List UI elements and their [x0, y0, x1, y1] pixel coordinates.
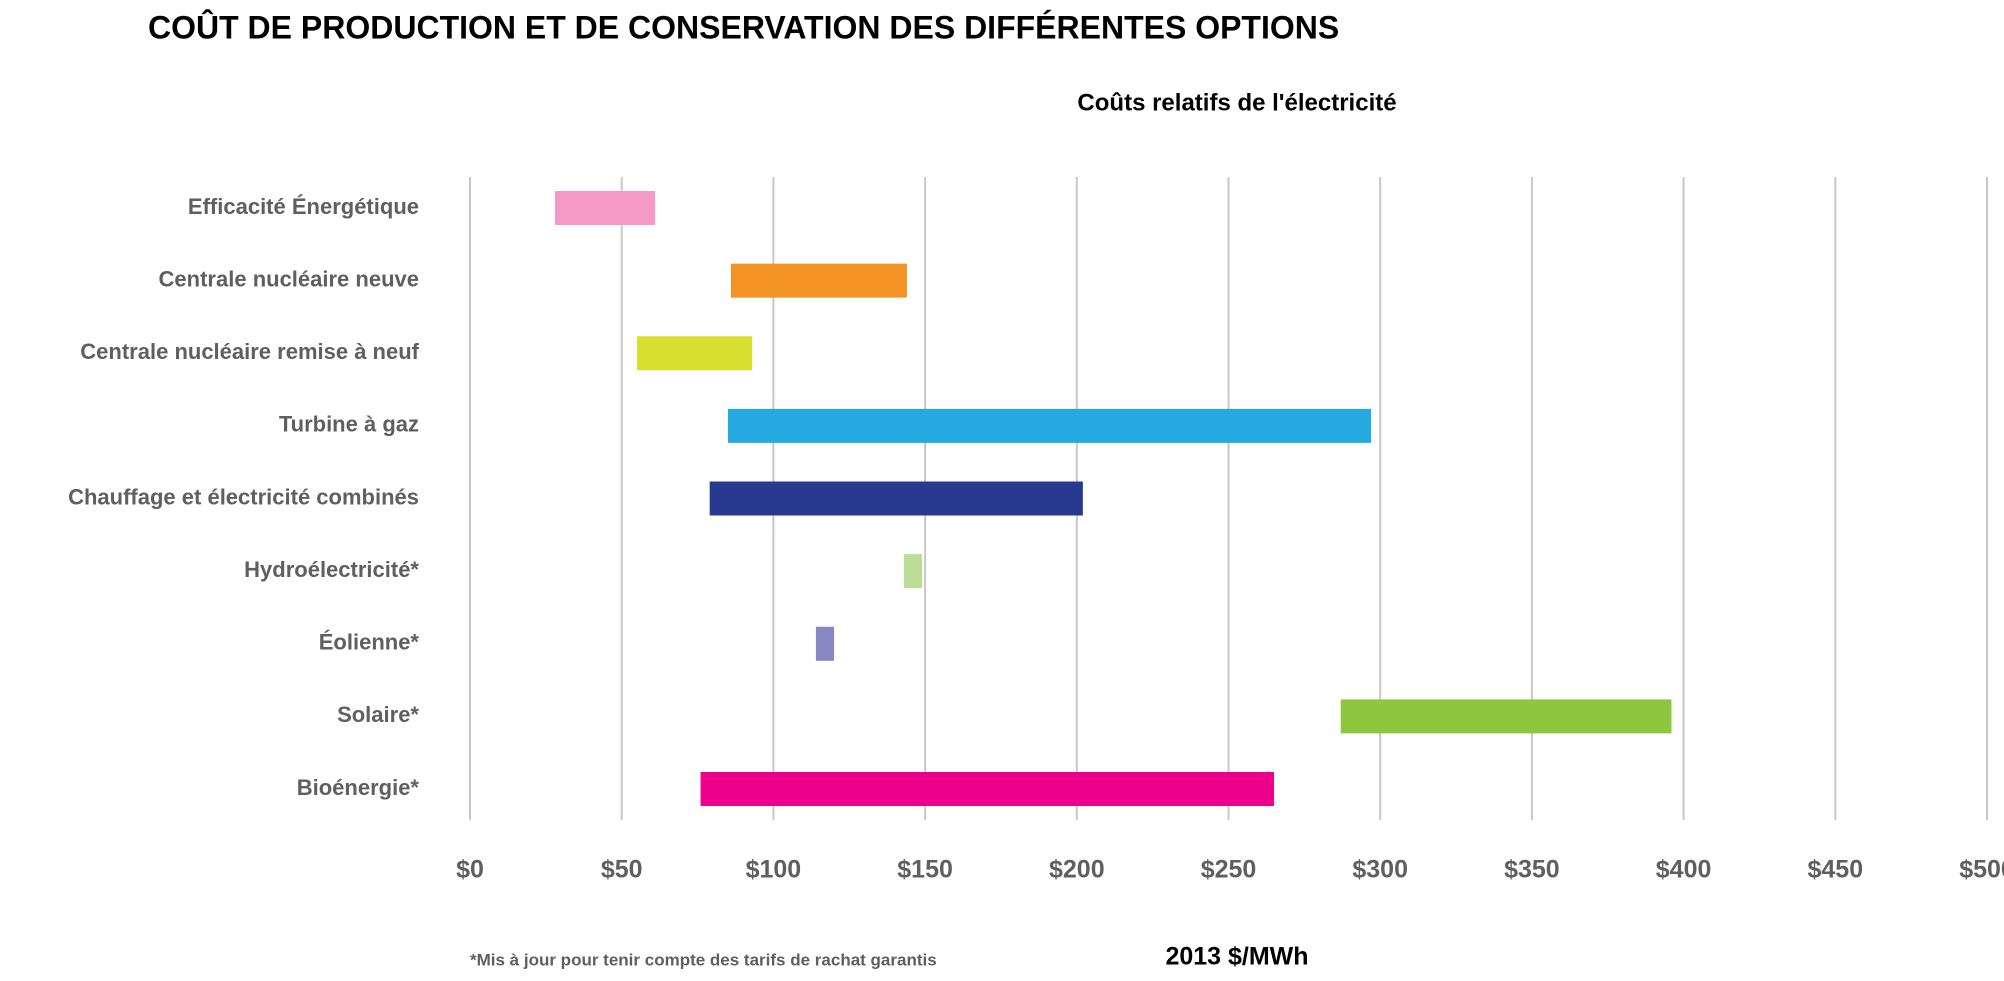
bar — [1340, 699, 1672, 734]
x-tick-label: $400 — [1656, 856, 1712, 884]
y-tick-label: Turbine à gaz — [279, 412, 419, 437]
y-tick-label: Bioénergie* — [297, 775, 420, 800]
chart-subtitle: Coûts relatifs de l'électricité — [1077, 89, 1396, 116]
bar — [727, 408, 1372, 443]
x-tick-label: $300 — [1352, 856, 1408, 884]
y-tick-label: Chauffage et électricité combinés — [68, 484, 419, 509]
bar — [815, 626, 835, 661]
x-tick-label: $500 — [1959, 856, 2004, 884]
x-tick-label: $0 — [456, 856, 484, 884]
x-tick-label: $50 — [601, 856, 643, 884]
x-tick-label: $200 — [1049, 856, 1105, 884]
y-tick-label: Solaire* — [337, 702, 419, 727]
footnote: *Mis à jour pour tenir compte des tarifs… — [470, 950, 937, 969]
bar — [700, 772, 1275, 806]
y-tick-label: Centrale nucléaire neuve — [159, 266, 419, 291]
y-tick-label: Efficacité Énergétique — [188, 194, 419, 219]
x-tick-label: $350 — [1504, 856, 1560, 884]
y-tick-label: Éolienne* — [319, 630, 420, 655]
bar — [730, 263, 907, 298]
bar — [709, 481, 1083, 516]
y-tick-label: Hydroélectricité* — [244, 557, 419, 582]
x-tick-label: $250 — [1201, 856, 1257, 884]
x-tick-label: $100 — [746, 856, 802, 884]
chart-title: COÛT DE PRODUCTION ET DE CONSERVATION DE… — [148, 9, 1339, 45]
y-tick-label: Centrale nucléaire remise à neuf — [80, 339, 419, 364]
x-tick-label: $450 — [1807, 856, 1863, 884]
bar — [636, 336, 753, 371]
bar — [554, 191, 656, 225]
bar — [903, 554, 923, 589]
x-tick-label: $150 — [897, 856, 953, 884]
x-axis-label: 2013 $/MWh — [1165, 943, 1308, 971]
